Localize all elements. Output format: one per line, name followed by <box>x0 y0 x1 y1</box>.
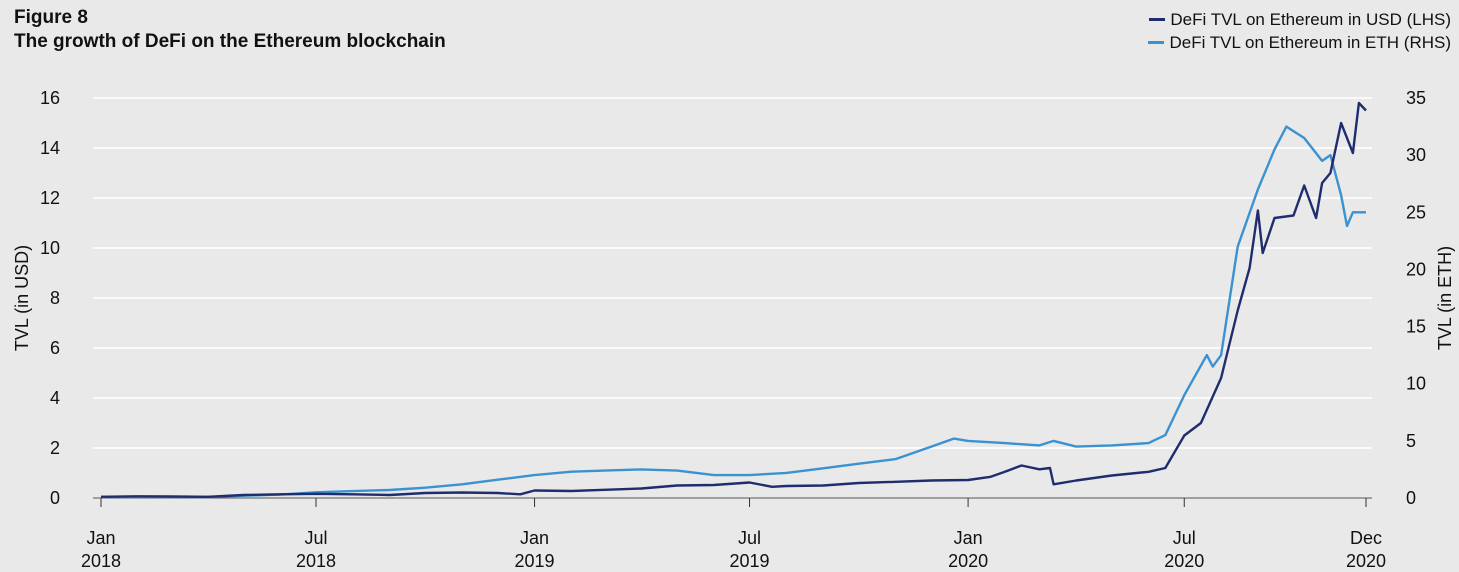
y-right-tick-label: 30 <box>1406 145 1426 165</box>
legend-swatch-usd <box>1149 18 1166 21</box>
y-left-tick-label: 10 <box>40 238 60 258</box>
chart-legend: DeFi TVL on Ethereum in USD (LHS) DeFi T… <box>1148 8 1451 54</box>
x-tick-label-month: Jan <box>86 528 115 548</box>
series-line-usd <box>100 101 1367 498</box>
legend-item-usd: DeFi TVL on Ethereum in USD (LHS) <box>1148 8 1451 31</box>
x-tick-label-month: Jul <box>738 528 761 548</box>
y-right-axis-title: TVL (in ETH) <box>1435 246 1455 350</box>
x-tick-label-month: Jan <box>954 528 983 548</box>
y-left-tick-label: 0 <box>50 488 60 508</box>
x-tick-label-year: 2020 <box>948 551 988 571</box>
x-tick-label-year: 2020 <box>1346 551 1386 571</box>
y-right-tick-label: 15 <box>1406 317 1426 337</box>
y-left-tick-label: 2 <box>50 438 60 458</box>
x-tick-label-year: 2018 <box>81 551 121 571</box>
series-line-eth <box>101 125 1366 499</box>
y-left-tick-label: 12 <box>40 188 60 208</box>
y-right-tick-label: 5 <box>1406 431 1416 451</box>
x-tick-label-month: Jan <box>520 528 549 548</box>
y-left-tick-label: 4 <box>50 388 60 408</box>
y-right-tick-label: 25 <box>1406 202 1426 222</box>
y-right-tick-label: 0 <box>1406 488 1416 508</box>
y-right-tick-label: 10 <box>1406 374 1426 394</box>
x-tick-label-month: Jul <box>1173 528 1196 548</box>
legend-swatch-eth <box>1148 41 1165 44</box>
chart-title: The growth of DeFi on the Ethereum block… <box>14 31 446 52</box>
y-right-tick-label: 35 <box>1406 88 1426 108</box>
x-tick-label-month: Jul <box>304 528 327 548</box>
y-left-tick-label: 8 <box>50 288 60 308</box>
y-left-axis-title: TVL (in USD) <box>12 245 32 351</box>
y-right-tick-label: 20 <box>1406 259 1426 279</box>
figure-label: Figure 8 <box>14 7 88 28</box>
x-tick-label-year: 2018 <box>296 551 336 571</box>
y-left-tick-label: 16 <box>40 88 60 108</box>
x-tick-label-year: 2019 <box>515 551 555 571</box>
legend-label-eth: DeFi TVL on Ethereum in ETH (RHS) <box>1169 33 1451 52</box>
legend-label-usd: DeFi TVL on Ethereum in USD (LHS) <box>1170 10 1451 29</box>
x-tick-label-month: Dec <box>1350 528 1382 548</box>
x-tick-label-year: 2020 <box>1164 551 1204 571</box>
y-left-tick-label: 14 <box>40 138 60 158</box>
x-tick-label-year: 2019 <box>730 551 770 571</box>
y-left-tick-label: 6 <box>50 338 60 358</box>
legend-item-eth: DeFi TVL on Ethereum in ETH (RHS) <box>1148 31 1451 54</box>
